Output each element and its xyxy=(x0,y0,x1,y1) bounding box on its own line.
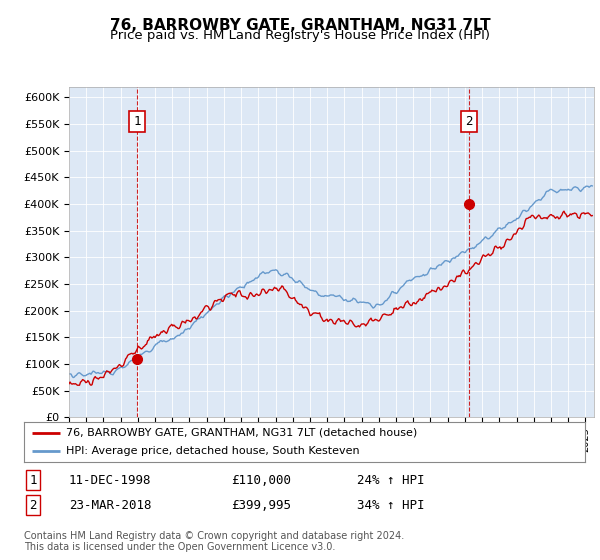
Text: 76, BARROWBY GATE, GRANTHAM, NG31 7LT: 76, BARROWBY GATE, GRANTHAM, NG31 7LT xyxy=(110,18,490,33)
Text: 1: 1 xyxy=(134,115,141,128)
Text: 34% ↑ HPI: 34% ↑ HPI xyxy=(357,498,425,512)
Text: 23-MAR-2018: 23-MAR-2018 xyxy=(69,498,151,512)
Text: 2: 2 xyxy=(465,115,472,128)
Text: 24% ↑ HPI: 24% ↑ HPI xyxy=(357,474,425,487)
Text: 1: 1 xyxy=(29,474,37,487)
Text: 11-DEC-1998: 11-DEC-1998 xyxy=(69,474,151,487)
Text: Contains HM Land Registry data © Crown copyright and database right 2024.
This d: Contains HM Land Registry data © Crown c… xyxy=(24,531,404,553)
Text: £399,995: £399,995 xyxy=(231,498,291,512)
Text: HPI: Average price, detached house, South Kesteven: HPI: Average price, detached house, Sout… xyxy=(66,446,360,456)
Text: £110,000: £110,000 xyxy=(231,474,291,487)
Text: 76, BARROWBY GATE, GRANTHAM, NG31 7LT (detached house): 76, BARROWBY GATE, GRANTHAM, NG31 7LT (d… xyxy=(66,428,418,437)
Text: Price paid vs. HM Land Registry's House Price Index (HPI): Price paid vs. HM Land Registry's House … xyxy=(110,29,490,42)
Text: 2: 2 xyxy=(29,498,37,512)
